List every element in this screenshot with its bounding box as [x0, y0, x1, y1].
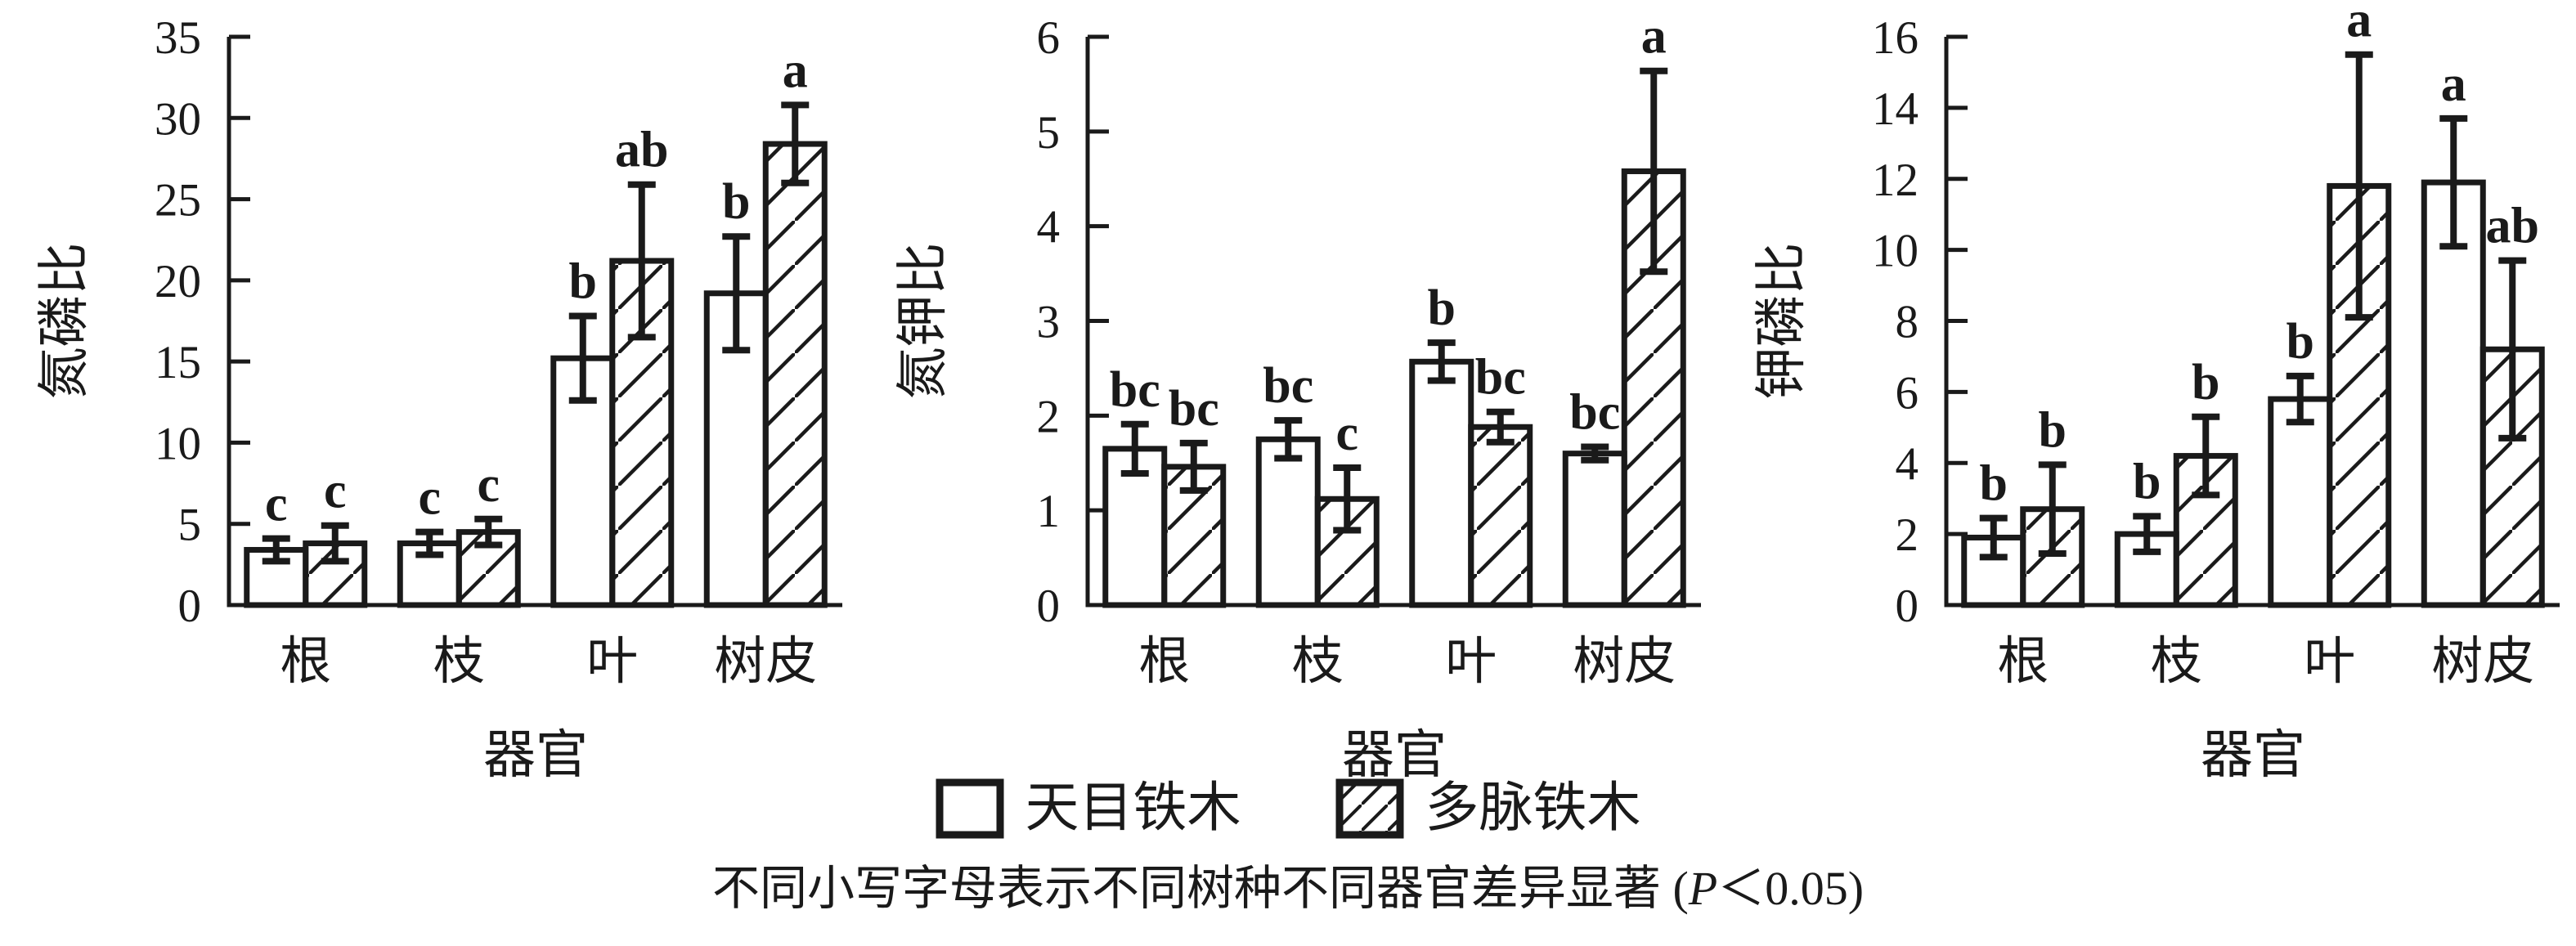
sig-letter: b — [722, 174, 750, 230]
y-tick-label: 0 — [1896, 581, 1919, 632]
y-tick-label: 4 — [1896, 438, 1919, 490]
bar-hatched — [2173, 453, 2238, 608]
sig-letter: a — [1641, 9, 1667, 65]
legend-item-duomai: 多脉铁木 — [1335, 778, 1641, 839]
bar-hatched — [762, 141, 828, 608]
y-axis-title: 氮钾比 — [894, 243, 952, 400]
x-category-label: 枝 — [1292, 633, 1344, 690]
y-tick-label: 8 — [1896, 297, 1919, 348]
y-tick-label: 35 — [155, 12, 201, 64]
x-category-label: 根 — [1997, 633, 2049, 690]
y-tick-label: 5 — [1037, 107, 1061, 159]
sig-letter: b — [1428, 280, 1456, 336]
x-category-label: 枝 — [433, 633, 485, 690]
sig-letter: b — [569, 254, 597, 310]
bar-plain — [1255, 436, 1321, 608]
x-category-label: 叶 — [586, 633, 638, 690]
sig-letter: bc — [1475, 350, 1526, 406]
x-axis-title: 器官 — [2201, 726, 2305, 782]
legend: 天目铁木 多脉铁木 — [0, 778, 2576, 839]
y-tick-label: 10 — [155, 418, 201, 469]
y-tick-label: 2 — [1037, 391, 1061, 442]
sig-letter: a — [783, 43, 808, 98]
y-axis-title: 钾磷比 — [1752, 243, 1811, 400]
x-axis-title: 器官 — [1342, 726, 1447, 782]
sig-letter: bc — [1263, 358, 1313, 414]
caption-text: 不同小写字母表示不同树种不同器官差异显著 ( — [711, 862, 1689, 915]
sig-letter: b — [1980, 456, 2008, 512]
legend-label-duomai: 多脉铁木 — [1425, 778, 1641, 838]
y-tick-label: 3 — [1037, 297, 1061, 348]
y-tick-label: 6 — [1896, 367, 1919, 419]
sig-letter: c — [418, 470, 441, 526]
sig-letter: bc — [1169, 381, 1219, 437]
y-tick-label: 10 — [1872, 226, 1919, 277]
sig-letter: c — [477, 457, 500, 513]
sig-letter: b — [2039, 402, 2067, 458]
sig-letter: c — [1335, 406, 1358, 461]
x-category-label: 根 — [1138, 633, 1190, 690]
sig-letter: ab — [2486, 199, 2539, 254]
sig-letter: b — [2192, 355, 2219, 410]
y-tick-label: 25 — [155, 175, 201, 226]
bar-plain — [1409, 358, 1474, 608]
y-tick-label: 1 — [1037, 486, 1061, 537]
y-tick-label: 14 — [1872, 83, 1919, 135]
plain-bar-swatch-icon — [936, 778, 1003, 839]
figure-caption: 不同小写字母表示不同树种不同器官差异显著 (P＜0.05) — [0, 860, 2576, 917]
sig-letter: bc — [1110, 362, 1160, 418]
hatched-bar-swatch-icon — [1335, 778, 1403, 839]
sig-letter: ab — [615, 123, 668, 178]
y-tick-label: 6 — [1037, 12, 1061, 64]
caption-suffix: ＜0.05) — [1717, 862, 1865, 915]
bar-hatched — [1468, 424, 1533, 608]
sig-letter: c — [265, 477, 288, 532]
y-tick-label: 16 — [1872, 12, 1919, 64]
y-tick-label: 12 — [1872, 155, 1919, 206]
x-category-label: 叶 — [1445, 633, 1497, 690]
y-tick-label: 5 — [178, 500, 202, 551]
x-category-label: 枝 — [2151, 633, 2202, 690]
sig-letter: a — [2441, 56, 2466, 112]
y-tick-label: 2 — [1896, 509, 1919, 561]
sig-letter: bc — [1569, 385, 1620, 441]
x-category-label: 根 — [280, 633, 331, 690]
y-tick-label: 30 — [155, 93, 201, 145]
bar-plain — [2268, 396, 2333, 608]
y-axis-title: 氮磷比 — [35, 243, 93, 400]
legend-label-tianmu: 天目铁木 — [1025, 778, 1241, 838]
y-tick-label: 0 — [1037, 581, 1061, 632]
sig-letter: c — [324, 464, 347, 519]
legend-item-tianmu: 天目铁木 — [936, 778, 1241, 839]
sig-letter: a — [2346, 0, 2372, 48]
bar-plain — [1562, 451, 1627, 608]
x-category-label: 树皮 — [2431, 633, 2534, 690]
y-tick-label: 4 — [1037, 202, 1061, 253]
x-category-label: 树皮 — [714, 633, 817, 690]
y-tick-label: 15 — [155, 337, 201, 388]
y-tick-label: 0 — [178, 581, 202, 632]
sig-letter: b — [2133, 454, 2161, 509]
sig-letter: b — [2287, 314, 2314, 370]
x-axis-title: 器官 — [483, 726, 588, 782]
x-category-label: 叶 — [2304, 633, 2355, 690]
x-category-label: 树皮 — [1573, 633, 1676, 690]
y-tick-label: 20 — [155, 256, 201, 307]
caption-p-italic: P — [1688, 862, 1718, 915]
